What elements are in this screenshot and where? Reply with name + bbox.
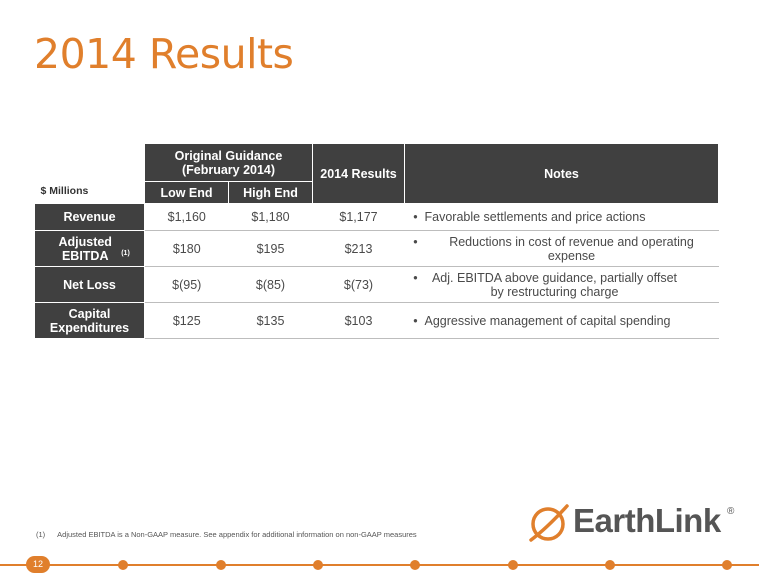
bullet: • <box>413 210 418 224</box>
low-end-value: $180 <box>144 230 229 267</box>
results-header: 2014 Results <box>312 143 405 204</box>
note-cell: • Adj. EBITDA above guidance, partially o… <box>404 266 719 303</box>
high-end-value: $(85) <box>228 266 313 303</box>
low-end-value: $125 <box>144 302 229 339</box>
row-label-net-loss: Net Loss <box>34 266 145 303</box>
slide-title: 2014 Results <box>34 30 294 78</box>
result-value: $213 <box>312 230 405 267</box>
bullet: • <box>413 234 418 249</box>
note-cell: • Reductions in cost of revenue and opera… <box>404 230 719 267</box>
footer-dot <box>118 560 128 570</box>
footer-dot <box>313 560 323 570</box>
units-label: $ Millions <box>40 185 89 197</box>
footer-dot <box>605 560 615 570</box>
table-row: Net Loss $(95) $(85) $(73) • Adj. EBITDA … <box>34 266 719 303</box>
low-end-header: Low End <box>144 181 229 204</box>
footer-line <box>0 564 759 566</box>
high-end-value: $195 <box>228 230 313 267</box>
earthlink-orbit-icon <box>529 504 569 542</box>
row-label-capital-expenditures: Capital Expenditures <box>34 302 145 339</box>
result-value: $(73) <box>312 266 405 303</box>
logo-text: EarthLink <box>573 502 721 539</box>
high-end-value: $135 <box>228 302 313 339</box>
result-value: $103 <box>312 302 405 339</box>
note-text: Adj. EBITDA above guidance, partially of… <box>431 270 678 299</box>
table-row: Capital Expenditures $125 $135 $103 • Agg… <box>34 302 719 339</box>
registered-mark: ® <box>727 506 735 517</box>
footnote-text: Adjusted EBITDA is a Non-GAAP measure. S… <box>57 530 417 539</box>
note-cell: • Aggressive management of capital spendi… <box>404 302 719 339</box>
bullet: • <box>413 313 418 328</box>
row-label-adjusted-ebitda: Adjusted EBITDA (1) <box>34 230 145 267</box>
bullet: • <box>413 270 418 285</box>
footnote-marker: (1) <box>121 249 130 257</box>
earthlink-logo: EarthLink ® <box>527 500 742 546</box>
note-text: Favorable settlements and price actions <box>424 210 646 224</box>
high-end-value: $1,180 <box>228 203 313 231</box>
row-label-text: Adjusted EBITDA <box>58 234 112 263</box>
page-number: 12 <box>26 556 50 573</box>
footer-dot <box>508 560 518 570</box>
note-text: Aggressive management of capital spendin… <box>424 313 671 328</box>
row-label-text: Capital Expenditures <box>49 306 130 335</box>
low-end-value: $(95) <box>144 266 229 303</box>
low-end-value: $1,160 <box>144 203 229 231</box>
footer-dot <box>410 560 420 570</box>
results-table: $ Millions Original Guidance (February 2… <box>34 143 719 339</box>
table-row: Adjusted EBITDA (1) $180 $195 $213 • Reduc… <box>34 230 719 267</box>
result-value: $1,177 <box>312 203 405 231</box>
footnote-number: (1) <box>36 530 46 539</box>
guidance-header: Original Guidance (February 2014) <box>144 143 313 182</box>
table-row: Revenue $1,160 $1,180 $1,177 • Favorable … <box>34 203 719 231</box>
note-cell: • Favorable settlements and price actions <box>404 203 719 231</box>
notes-header: Notes <box>404 143 719 204</box>
footnote: (1) Adjusted EBITDA is a Non-GAAP measure… <box>36 530 417 539</box>
footer-dot <box>216 560 226 570</box>
high-end-header: High End <box>228 181 313 204</box>
row-label-revenue: Revenue <box>34 203 145 231</box>
note-text: Reductions in cost of revenue and operat… <box>449 234 694 263</box>
footer-dot <box>722 560 732 570</box>
